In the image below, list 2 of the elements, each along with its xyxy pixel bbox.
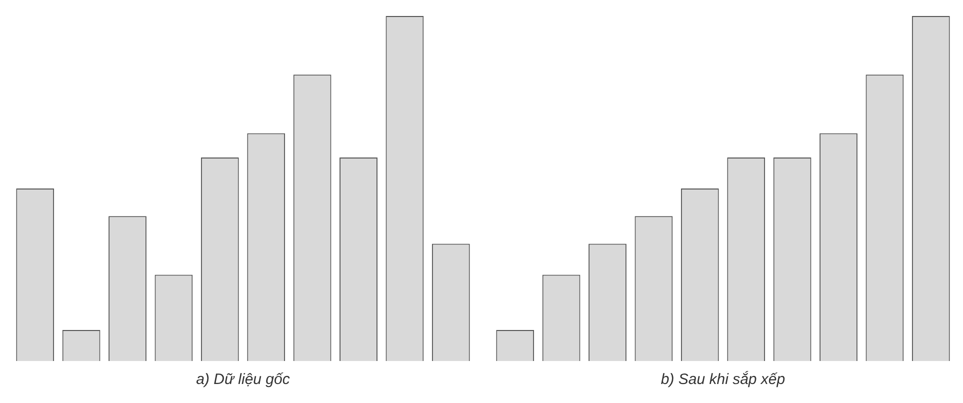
x-axis-title: b) Sau khi sắp xếp: [660, 370, 786, 388]
x-axis-title: a) Dữ liệu gốc: [196, 371, 290, 388]
